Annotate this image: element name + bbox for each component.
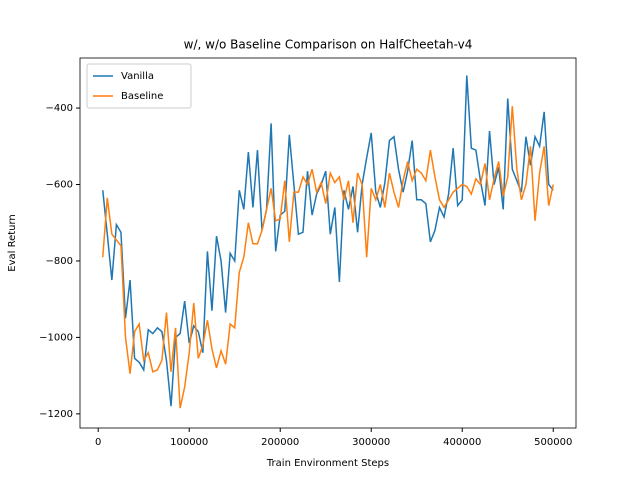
y-tick-label: −400 [46,103,73,114]
x-tick-label: 500000 [534,437,572,448]
y-tick-label: −1200 [39,409,73,420]
legend-label: Vanilla [121,71,154,82]
x-axis-label: Train Environment Steps [266,458,389,469]
x-tick-label: 200000 [261,437,299,448]
legend-label: Baseline [121,91,163,102]
plot-frame [79,57,577,429]
x-tick-label: 0 [95,437,101,448]
legend-box [86,63,192,109]
chart-title: w/, w/o Baseline Comparison on HalfCheet… [184,38,473,52]
x-tick-label: 400000 [443,437,481,448]
y-tick-label: −800 [46,256,73,267]
x-tick-label: 100000 [170,437,208,448]
y-tick-label: −1000 [39,332,73,343]
y-axis-label: Eval Return [7,214,18,272]
x-tick-label: 300000 [352,437,390,448]
series-line [102,75,554,407]
y-tick-label: −600 [46,180,73,191]
series-line [102,106,554,409]
